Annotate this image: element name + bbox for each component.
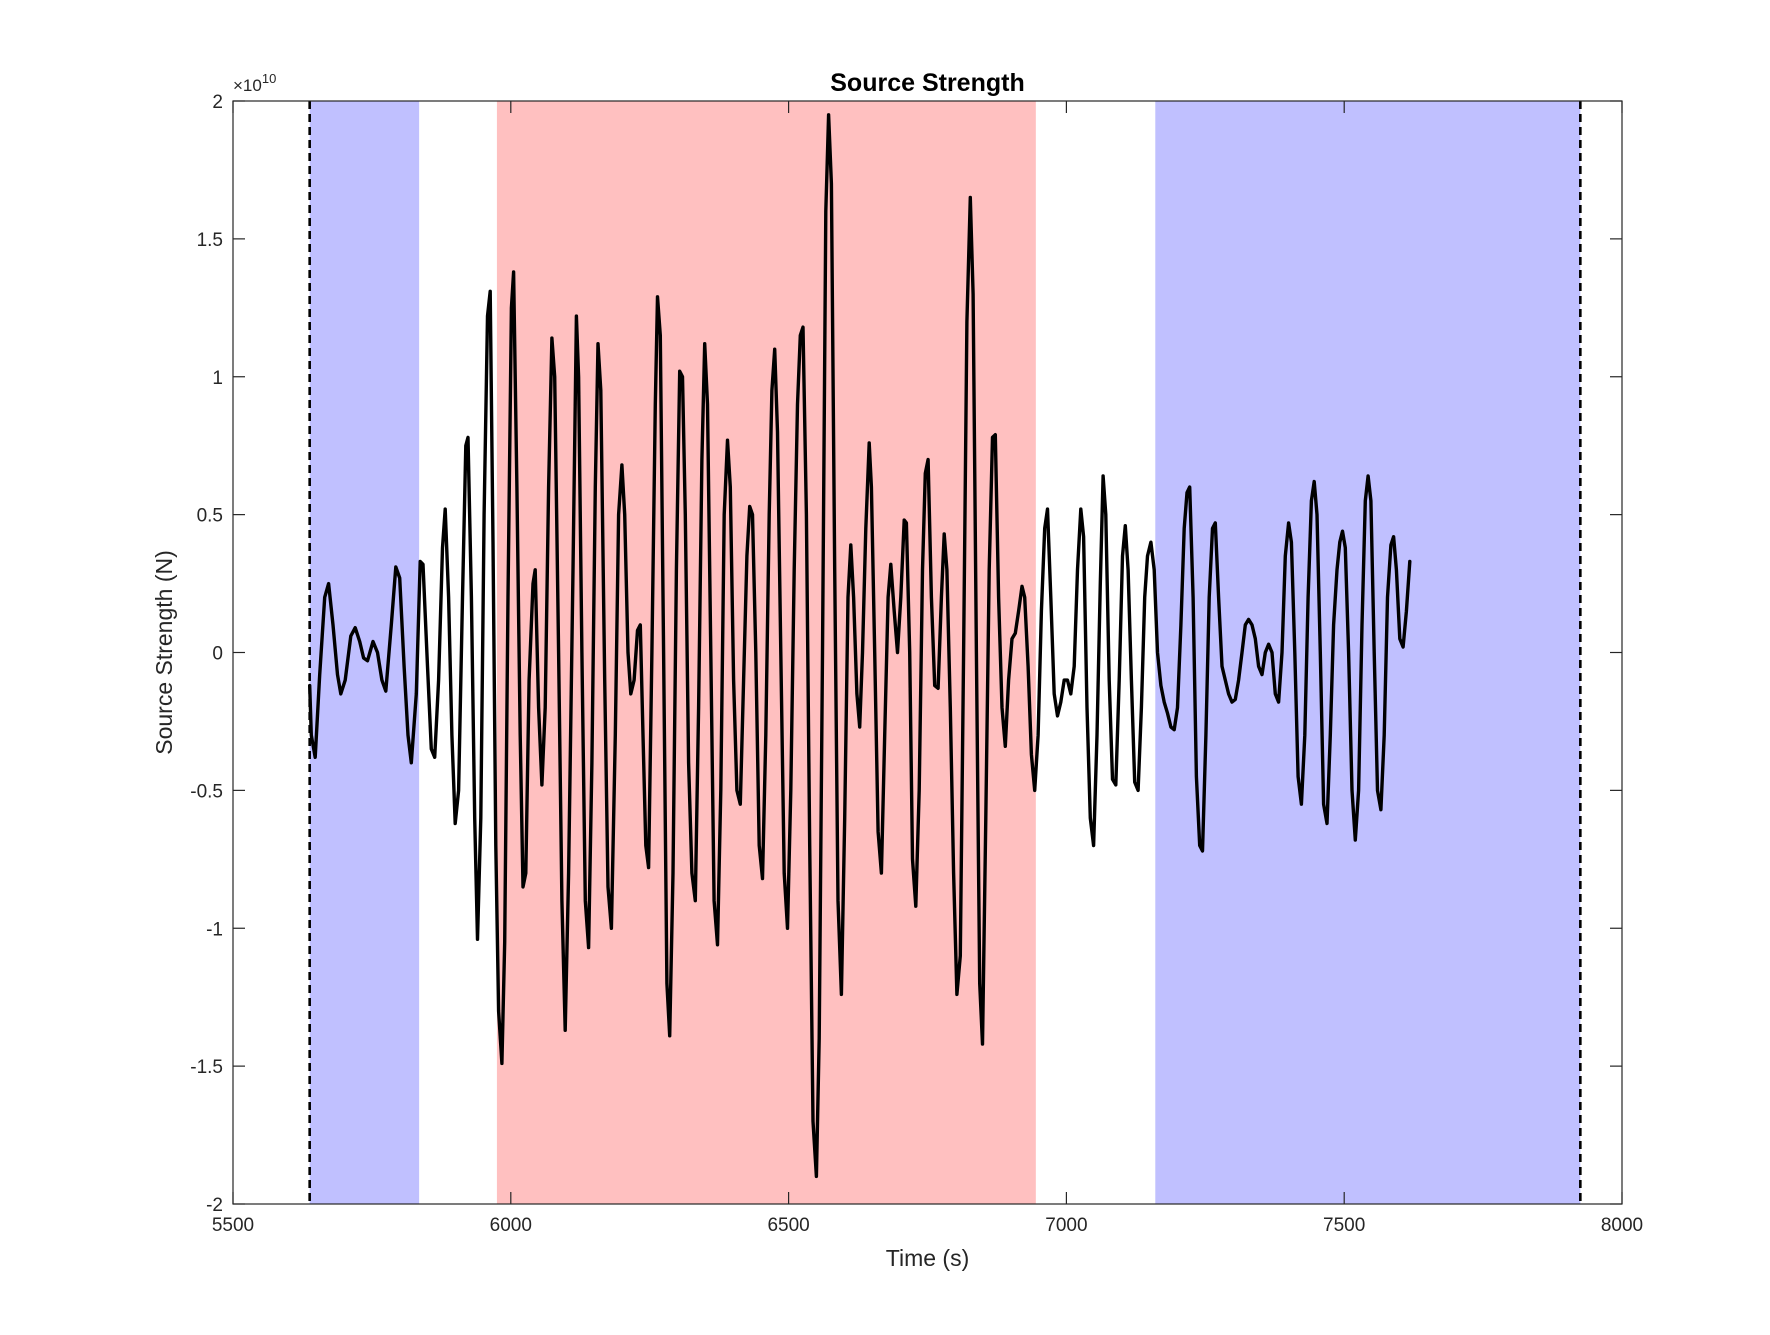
shaded-region-2 <box>1155 101 1581 1204</box>
y-axis-ticks: -2 -1.5 -1 -0.5 0 0.5 1 1.5 2 <box>190 92 1622 1216</box>
y-tick-label: -1.5 <box>190 1057 223 1078</box>
y-tick-label: -1 <box>206 919 223 940</box>
y-exponent-label: ×1010 <box>233 71 276 95</box>
x-tick-label: 6500 <box>767 1215 809 1236</box>
y-tick-label: -2 <box>206 1195 223 1216</box>
chart-title: Source Strength <box>830 69 1024 97</box>
x-tick-label: 5500 <box>212 1215 254 1236</box>
y-exponent-power: 10 <box>262 71 276 86</box>
y-tick-label: -0.5 <box>190 781 223 802</box>
vertical-marker-lines <box>308 101 1582 1204</box>
y-tick-label: 0.5 <box>197 506 223 527</box>
y-exponent-base: ×10 <box>233 76 262 95</box>
shaded-region-0 <box>309 101 420 1204</box>
x-tick-label: 7500 <box>1323 1215 1365 1236</box>
x-axis-label: Time (s) <box>886 1245 969 1271</box>
x-axis-ticks: 5500 6000 6500 7000 7500 8000 <box>212 101 1643 1236</box>
series-layer <box>308 113 1412 1179</box>
series-line-0 <box>308 113 1412 1179</box>
y-tick-label: 2 <box>212 92 223 113</box>
y-axis-label: Source Strength (N) <box>151 550 177 755</box>
x-tick-label: 8000 <box>1601 1215 1643 1236</box>
x-tick-label: 6000 <box>490 1215 532 1236</box>
x-tick-label: 7000 <box>1045 1215 1087 1236</box>
y-tick-label: 1.5 <box>197 230 223 251</box>
y-tick-label: 0 <box>212 644 223 665</box>
y-tick-label: 1 <box>212 368 223 389</box>
